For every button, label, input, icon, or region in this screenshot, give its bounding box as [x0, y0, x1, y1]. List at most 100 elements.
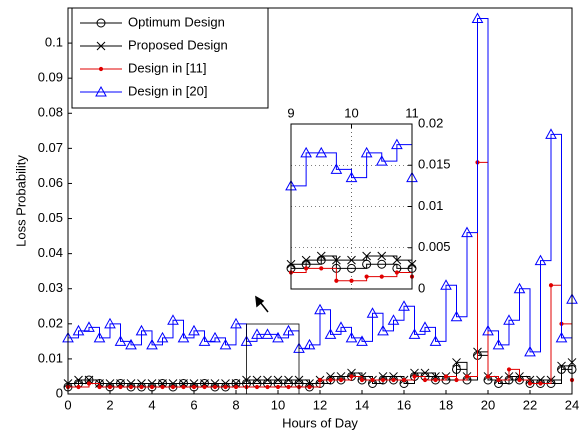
marker-dot: [304, 266, 309, 271]
marker-circle: [96, 18, 106, 28]
marker-x: [536, 375, 545, 385]
marker-dot: [265, 384, 270, 390]
marker-triangle: [524, 345, 536, 357]
zoom-arrow: [255, 295, 269, 313]
marker-triangle: [135, 324, 148, 336]
marker-triangle: [534, 254, 547, 266]
marker-dot: [76, 384, 81, 390]
marker-triangle: [114, 335, 127, 346]
marker-dot: [527, 381, 533, 386]
marker-x: [210, 379, 220, 388]
marker-triangle: [72, 324, 85, 336]
marker-triangle: [324, 328, 337, 339]
marker-dot: [254, 384, 260, 390]
marker-triangle: [188, 324, 200, 336]
y-tick-label: 0: [56, 385, 63, 400]
marker-x: [273, 375, 283, 385]
marker-dot: [454, 377, 459, 383]
x-tick-label: 18: [439, 397, 453, 412]
marker-triangle: [482, 324, 494, 336]
y-tick-label: 0.02: [38, 315, 63, 330]
x-tick-label: 0: [64, 397, 71, 412]
marker-triangle: [513, 282, 526, 294]
y-tick-label: 0.03: [38, 280, 63, 295]
marker-x: [231, 379, 241, 388]
marker-dot: [548, 283, 554, 288]
y-axis-label: Loss Probability: [13, 155, 28, 247]
marker-dot: [349, 374, 354, 379]
marker-triangle: [555, 331, 568, 343]
marker-x: [392, 255, 402, 265]
marker-x: [189, 379, 199, 388]
marker-triangle: [398, 300, 410, 311]
marker-dot: [359, 377, 365, 383]
y-tick-label: 0.02: [418, 115, 443, 130]
legend-label: Design in [11]: [128, 60, 207, 75]
marker-triangle: [315, 146, 328, 158]
y-tick-label: 0.09: [38, 70, 63, 85]
marker-triangle: [360, 146, 373, 158]
marker-dot: [379, 274, 384, 279]
axes-box: [67, 7, 573, 395]
marker-x: [200, 379, 209, 388]
marker-dot: [443, 374, 449, 379]
marker-x: [347, 255, 356, 265]
marker-dot: [433, 377, 438, 383]
marker-dot: [538, 381, 543, 386]
x-tick-label: 14: [355, 397, 369, 412]
marker-triangle: [93, 331, 106, 343]
stair-line: [291, 144, 413, 187]
y-tick-label: 0.01: [38, 350, 63, 365]
marker-triangle: [209, 331, 221, 343]
marker-dot: [128, 384, 134, 390]
marker-triangle: [503, 314, 515, 325]
x-tick-label: 20: [481, 397, 495, 412]
marker-triangle: [156, 331, 169, 343]
y-tick-label: 0.06: [38, 175, 63, 190]
marker-triangle: [177, 331, 190, 343]
marker-triangle: [391, 138, 403, 150]
marker-triangle: [492, 338, 505, 350]
x-tick-label: 10: [344, 105, 358, 120]
marker-circle: [377, 259, 387, 269]
marker-dot: [412, 374, 417, 379]
marker-triangle: [408, 328, 421, 339]
marker-x: [431, 372, 440, 381]
marker-x: [420, 368, 430, 378]
y-tick-label: 0.015: [418, 157, 451, 172]
marker-dot: [170, 384, 176, 390]
marker-dot: [223, 384, 228, 390]
marker-dot: [328, 377, 333, 383]
marker-x: [347, 368, 356, 378]
marker-triangle: [282, 324, 295, 336]
marker-triangle: [314, 303, 326, 315]
marker-dot: [107, 384, 113, 390]
marker-x: [305, 379, 314, 388]
marker-dot: [401, 377, 407, 383]
marker-dot: [422, 377, 428, 383]
marker-circle: [347, 263, 356, 273]
marker-triangle: [356, 335, 368, 346]
marker-x: [377, 251, 387, 261]
marker-x: [147, 379, 157, 388]
marker-x: [116, 379, 125, 388]
marker-triangle: [95, 85, 107, 97]
marker-triangle: [251, 328, 263, 339]
marker-dot: [317, 377, 323, 383]
marker-dot: [139, 384, 144, 390]
legend-label: Design in [20]: [128, 83, 208, 98]
y-tick-label: 0.1: [45, 35, 63, 50]
marker-triangle: [198, 335, 211, 346]
marker-x: [410, 368, 419, 378]
y-tick-label: 0.01: [418, 198, 443, 213]
stair-line: [291, 259, 412, 269]
marker-triangle: [272, 331, 284, 343]
marker-dot: [349, 278, 354, 283]
x-tick-label: 11: [405, 105, 419, 120]
marker-triangle: [167, 314, 179, 325]
marker-triangle: [375, 155, 388, 166]
marker-x: [301, 255, 311, 265]
marker-x: [96, 41, 106, 51]
